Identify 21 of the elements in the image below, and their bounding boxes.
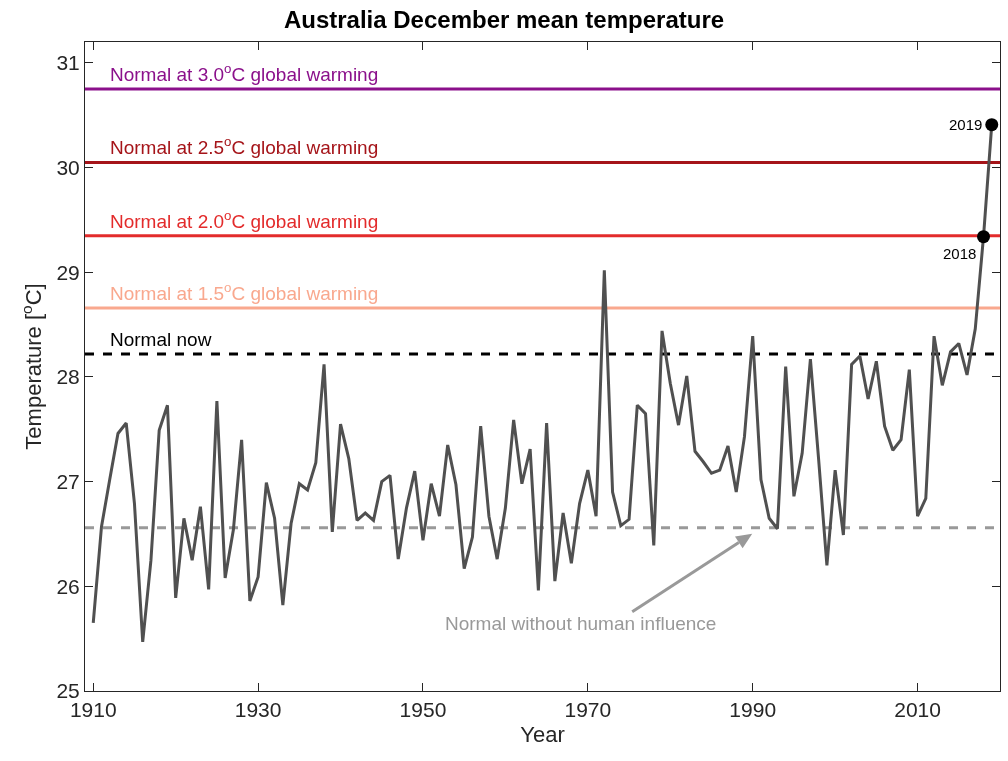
ref-line-label: Normal now [110, 329, 212, 350]
x-tick-label: 1970 [564, 698, 612, 722]
y-tick-label: 30 [56, 155, 80, 179]
x-axis-title: Year [520, 722, 565, 748]
chart-title: Australia December mean temperature [283, 6, 725, 34]
y-tick-label: 31 [56, 51, 80, 75]
ref-line-label: Normal at 2.0$^{o}$C global warming [110, 208, 379, 232]
ref-line-label: Normal at 2.5$^{o}$C global warming [110, 134, 379, 158]
x-tick-label: 2010 [894, 698, 941, 722]
x-tick-label: 1990 [729, 698, 777, 722]
x-tick-label: 1950 [399, 698, 447, 722]
annotation: 2018 [943, 245, 977, 262]
ref-line-label: Normal at 3.0$^{o}$C global warming [110, 61, 379, 85]
y-tick-label: 26 [56, 574, 80, 598]
annotation: 2019 [949, 116, 983, 133]
y-tick-label: 29 [56, 260, 80, 284]
y-tick-label: 27 [56, 470, 80, 493]
y-tick-label: 28 [56, 365, 80, 389]
x-tick-label: 1930 [234, 698, 282, 722]
ref-line-label: Normal without human influence [445, 613, 717, 634]
ref-line-label: Normal at 1.5$^{o}$C global warming [110, 280, 379, 304]
